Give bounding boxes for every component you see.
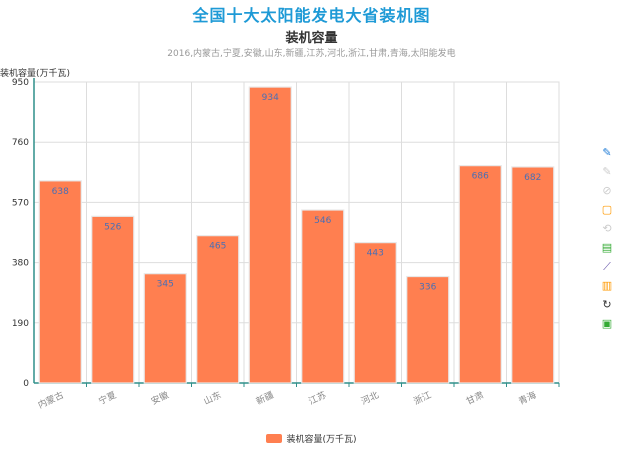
x-tick-label: 青海 bbox=[517, 389, 538, 407]
bar bbox=[143, 273, 187, 384]
x-tick-label: 新疆 bbox=[254, 389, 275, 407]
legend[interactable]: 装机容量(万千瓦) bbox=[0, 432, 623, 445]
y-tick-label: 760 bbox=[12, 138, 29, 148]
y-tick-label: 570 bbox=[12, 198, 29, 208]
bar-value-label: 686 bbox=[472, 172, 489, 182]
x-tick-label: 安徽 bbox=[149, 389, 170, 407]
mark-clear-icon[interactable]: ⊘ bbox=[602, 184, 612, 197]
legend-label: 装机容量(万千瓦) bbox=[286, 435, 357, 445]
bar bbox=[301, 209, 345, 384]
data-zoom-icon[interactable]: ▢ bbox=[601, 203, 613, 216]
x-tick-label: 山东 bbox=[202, 389, 223, 407]
y-tick-label: 0 bbox=[23, 379, 29, 389]
bar-value-label: 443 bbox=[367, 249, 384, 259]
page-title: 全国十大太阳能发电大省装机图 bbox=[192, 6, 431, 25]
mark-icon[interactable]: ✎ bbox=[602, 146, 612, 159]
bar-value-label: 345 bbox=[157, 280, 174, 290]
bar-value-label: 934 bbox=[262, 93, 279, 103]
bar-chart-icon[interactable]: ▥ bbox=[601, 279, 613, 292]
bar bbox=[248, 86, 292, 384]
mark-undo-icon[interactable]: ✎ bbox=[602, 165, 612, 178]
bar bbox=[91, 215, 135, 384]
data-zoom-reset-icon[interactable]: ⟲ bbox=[602, 222, 612, 235]
chart-toolbox: ✎ ✎ ⊘ ▢ ⟲ ▤ ⟋ ▥ ↻ ▣ bbox=[597, 146, 617, 336]
bar bbox=[406, 275, 450, 384]
x-tick-label: 宁夏 bbox=[97, 389, 118, 407]
bar bbox=[511, 166, 555, 384]
x-tick-label: 浙江 bbox=[412, 389, 433, 407]
chart-title: 装机容量 bbox=[285, 31, 338, 46]
y-tick-label: 950 bbox=[12, 78, 29, 88]
restore-icon[interactable]: ↻ bbox=[602, 298, 612, 311]
save-image-icon[interactable]: ▣ bbox=[601, 317, 613, 330]
bar bbox=[196, 235, 240, 384]
x-tick-label: 内蒙古 bbox=[36, 389, 66, 411]
legend-swatch bbox=[266, 434, 283, 443]
y-axis-label: 装机容量(万千瓦) bbox=[0, 69, 71, 79]
x-tick-label: 河北 bbox=[359, 389, 380, 407]
bar-value-label: 526 bbox=[104, 222, 121, 232]
x-tick-label: 甘肃 bbox=[464, 389, 485, 407]
line-chart-icon[interactable]: ⟋ bbox=[603, 260, 611, 273]
chart-subtitle: 2016,内蒙古,宁夏,安徽,山东,新疆,江苏,河北,浙江,甘肃,青海,太阳能发… bbox=[167, 49, 456, 59]
bar bbox=[458, 165, 502, 384]
bar-value-label: 465 bbox=[209, 242, 226, 252]
bar bbox=[38, 180, 82, 384]
bar bbox=[353, 242, 397, 384]
data-view-icon[interactable]: ▤ bbox=[601, 241, 613, 254]
bar-value-label: 638 bbox=[52, 187, 69, 197]
bar-value-label: 682 bbox=[524, 173, 541, 183]
y-tick-label: 190 bbox=[12, 319, 29, 329]
y-tick-label: 380 bbox=[12, 259, 29, 269]
bar-value-label: 546 bbox=[314, 216, 331, 226]
x-tick-label: 江苏 bbox=[307, 389, 328, 407]
bar-value-label: 336 bbox=[419, 283, 436, 293]
